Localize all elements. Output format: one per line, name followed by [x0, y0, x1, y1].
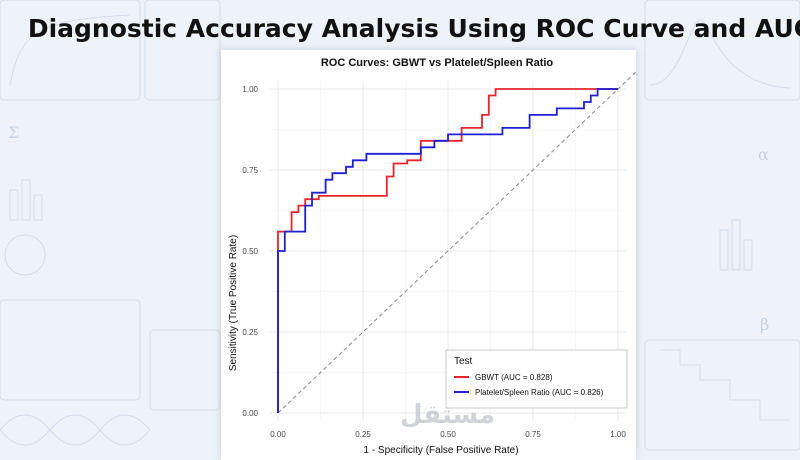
bg-dna-wave-2	[0, 414, 151, 446]
bg-bar-4	[719, 229, 729, 271]
bg-alpha-symbol: α	[758, 145, 769, 164]
x-tick-label: 0.00	[270, 430, 286, 439]
legend-label-gbwt: GBWT (AUC = 0.828)	[475, 373, 553, 382]
y-tick-label: 0.50	[242, 247, 258, 256]
bg-survival-curve	[660, 349, 790, 421]
bg-survival-panel	[644, 339, 800, 451]
x-tick-label: 0.75	[525, 430, 541, 439]
bg-corr-table-panel	[149, 329, 221, 411]
x-axis-label: 1 - Specificity (False Positive Rate)	[363, 445, 518, 456]
bg-bar-1	[9, 189, 19, 221]
page-headline: Diagnostic Accuracy Analysis Using ROC C…	[27, 14, 800, 43]
x-tick-label: 1.00	[610, 430, 626, 439]
roc-chart-card: ROC Curves: GBWT vs Platelet/Spleen Rati…	[221, 50, 636, 460]
bg-bar-3	[33, 194, 43, 221]
bg-beta-symbol: β	[760, 315, 769, 334]
reference-line	[277, 71, 636, 414]
x-tick-label: 0.25	[355, 430, 371, 439]
bg-sigma-symbol: Σ	[8, 123, 19, 142]
bg-mini-roc-curve	[9, 14, 131, 86]
series-line-platelet	[277, 88, 618, 413]
roc-chart: ROC Curves: GBWT vs Platelet/Spleen Rati…	[228, 57, 636, 456]
chart-title: ROC Curves: GBWT vs Platelet/Spleen Rati…	[321, 57, 554, 69]
bg-dna-wave-1	[0, 414, 151, 446]
legend-title: Test	[454, 356, 473, 367]
bg-mini-table-panel	[144, 0, 221, 101]
bg-bar-5	[731, 219, 741, 271]
bg-density-curve	[649, 19, 791, 89]
reference-diagonal	[277, 71, 636, 414]
bg-mini-roc-panel	[0, 0, 141, 101]
y-tick-label: 0.25	[242, 328, 258, 337]
y-tick-label: 1.00	[242, 85, 258, 94]
series-line-gbwt	[277, 88, 618, 413]
series-layer	[277, 88, 618, 413]
bg-density-panel	[644, 0, 800, 101]
bg-pie	[4, 234, 46, 276]
y-tick-label: 0.75	[242, 166, 258, 175]
y-tick-label: 0.00	[242, 409, 258, 418]
legend-box	[445, 349, 628, 409]
watermark-logo: مستقل	[400, 400, 496, 430]
y-axis-label: Sensitivity (True Positive Rate)	[228, 235, 239, 371]
legend: Test GBWT (AUC = 0.828) Platelet/Spleen …	[445, 349, 628, 409]
bg-stats-table-panel	[0, 299, 141, 401]
bg-bar-6	[743, 239, 753, 271]
tick-labels: 0.00 0.00 0.25 0.25 0.50 0.50 0.75 0.75 1.00 1.00	[242, 85, 626, 439]
bg-bar-2	[21, 179, 31, 221]
x-tick-label: 0.50	[440, 430, 456, 439]
legend-label-platelet: Platelet/Spleen Ratio (AUC = 0.826)	[475, 388, 604, 397]
